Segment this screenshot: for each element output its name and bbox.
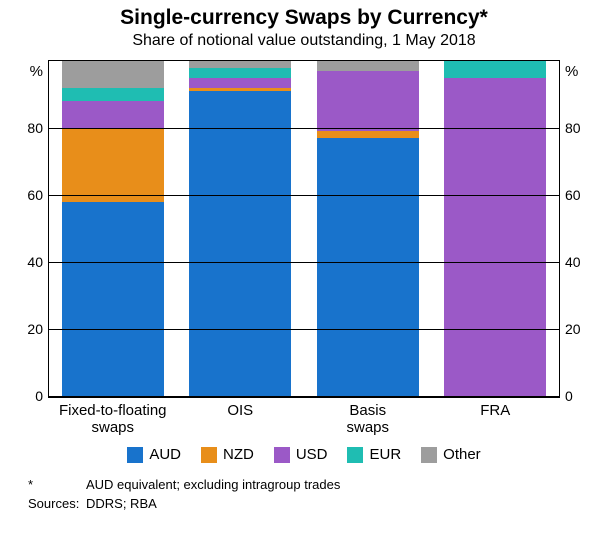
bar-segment-other [62,61,164,88]
legend-item-aud: AUD [127,446,181,463]
y-tick-label-left: 0 [35,388,49,404]
stacked-bar [62,61,164,396]
stacked-bar [189,61,291,396]
legend-label: USD [296,446,328,463]
legend-item-eur: EUR [347,446,401,463]
gridline [49,262,559,263]
legend-swatch [201,447,217,463]
bar-segment-aud [62,202,164,396]
bar-segment-usd [317,71,419,131]
category-label: Fixed-to-floatingswaps [49,396,177,437]
legend-item-usd: USD [274,446,328,463]
legend-item-nzd: NZD [201,446,254,463]
legend-swatch [421,447,437,463]
chart-title: Single-currency Swaps by Currency* [0,0,608,30]
legend-swatch [274,447,290,463]
category-label: Basisswaps [304,396,432,437]
bar-slot: Basisswaps [304,61,432,396]
gridline [49,195,559,196]
bar-segment-nzd [62,128,164,202]
bar-segment-aud [189,91,291,396]
bar-slot: OIS [177,61,305,396]
plot-area: % % Fixed-to-floatingswapsOISBasisswapsF… [48,60,560,398]
y-tick-label-left: 40 [27,254,49,270]
sources-label: Sources: [28,496,86,511]
bar-segment-usd [62,101,164,128]
gridline [49,128,559,129]
bar-segment-aud [317,138,419,396]
footnote-symbol: * [28,477,86,492]
chart-container: Single-currency Swaps by Currency* Share… [0,0,608,546]
y-tick-label-right: 40 [559,254,581,270]
legend-label: Other [443,446,481,463]
legend-swatch [347,447,363,463]
legend: AUD NZD USD EUR Other [0,446,608,467]
bar-segment-other [189,61,291,68]
legend-label: EUR [369,446,401,463]
bar-segment-eur [189,68,291,78]
sources-text: DDRS; RBA [86,496,157,511]
bar-segment-eur [444,61,546,78]
bars-layer: Fixed-to-floatingswapsOISBasisswapsFRA [49,61,559,396]
legend-swatch [127,447,143,463]
y-unit-left: % [30,63,49,80]
sources-row: Sources: DDRS; RBA [28,496,580,511]
chart-subtitle: Share of notional value outstanding, 1 M… [0,32,608,50]
bar-segment-other [317,61,419,71]
y-tick-label-right: 0 [559,388,573,404]
category-label: OIS [177,396,305,419]
y-tick-label-left: 60 [27,187,49,203]
y-tick-label-left: 20 [27,321,49,337]
stacked-bar [444,61,546,396]
y-tick-label-right: 60 [559,187,581,203]
y-tick-label-right: 20 [559,321,581,337]
bar-segment-nzd [317,131,419,138]
category-label: FRA [432,396,560,419]
y-tick-label-right: 80 [559,120,581,136]
footnotes: * AUD equivalent; excluding intragroup t… [28,477,580,511]
y-tick-label-left: 80 [27,120,49,136]
y-unit-right: % [559,63,578,80]
bar-segment-usd [189,78,291,88]
bar-segment-eur [62,88,164,101]
footnote-row: * AUD equivalent; excluding intragroup t… [28,477,580,492]
legend-item-other: Other [421,446,481,463]
bar-slot: Fixed-to-floatingswaps [49,61,177,396]
legend-label: NZD [223,446,254,463]
gridline [49,329,559,330]
footnote-text: AUD equivalent; excluding intragroup tra… [86,477,340,492]
stacked-bar [317,61,419,396]
legend-label: AUD [149,446,181,463]
bar-segment-usd [444,78,546,396]
bar-slot: FRA [432,61,560,396]
